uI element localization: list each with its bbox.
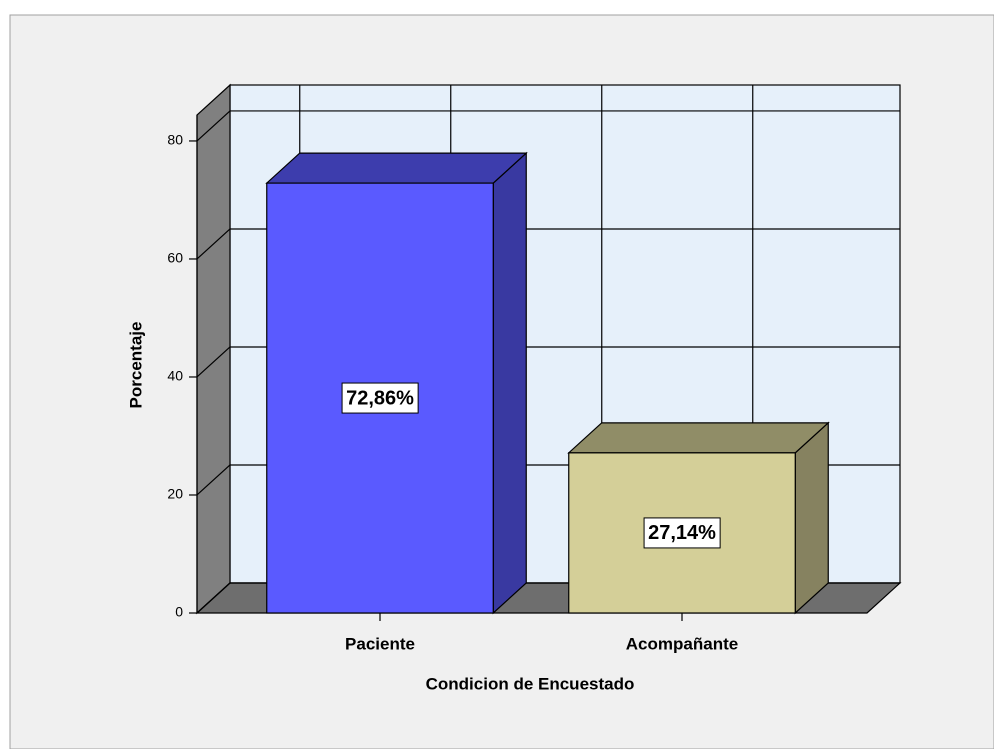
grid-line (196, 582, 231, 614)
bar-side (492, 151, 527, 615)
y-tick-label: 40 (167, 368, 183, 384)
left-wall (196, 83, 231, 615)
value-label-box (341, 382, 419, 414)
y-tick-label: 80 (167, 132, 183, 148)
bar-side (794, 421, 829, 615)
grid-line (196, 346, 231, 378)
value-label: 72,86% (346, 387, 414, 409)
grid-line (196, 464, 231, 496)
y-tick-label: 60 (167, 250, 183, 266)
plot-area: 0 20 40 60 80 Paciente 72,86% Acompañante 27,14% (167, 83, 902, 653)
value-label-box (643, 517, 721, 549)
y-tick-label: 0 (175, 604, 183, 620)
value-label: 27,14% (648, 522, 716, 544)
x-axis-label: Condicion de Encuestado (426, 674, 635, 693)
y-axis-label: Porcentaje (126, 322, 145, 409)
grid-line (196, 110, 231, 142)
y-tick-label: 20 (167, 486, 183, 502)
grid-line (196, 228, 231, 260)
bar-top (567, 422, 830, 454)
x-tick-label: Paciente (345, 634, 415, 653)
x-tick-label: Acompañante (626, 634, 738, 653)
bar-top (265, 152, 528, 184)
